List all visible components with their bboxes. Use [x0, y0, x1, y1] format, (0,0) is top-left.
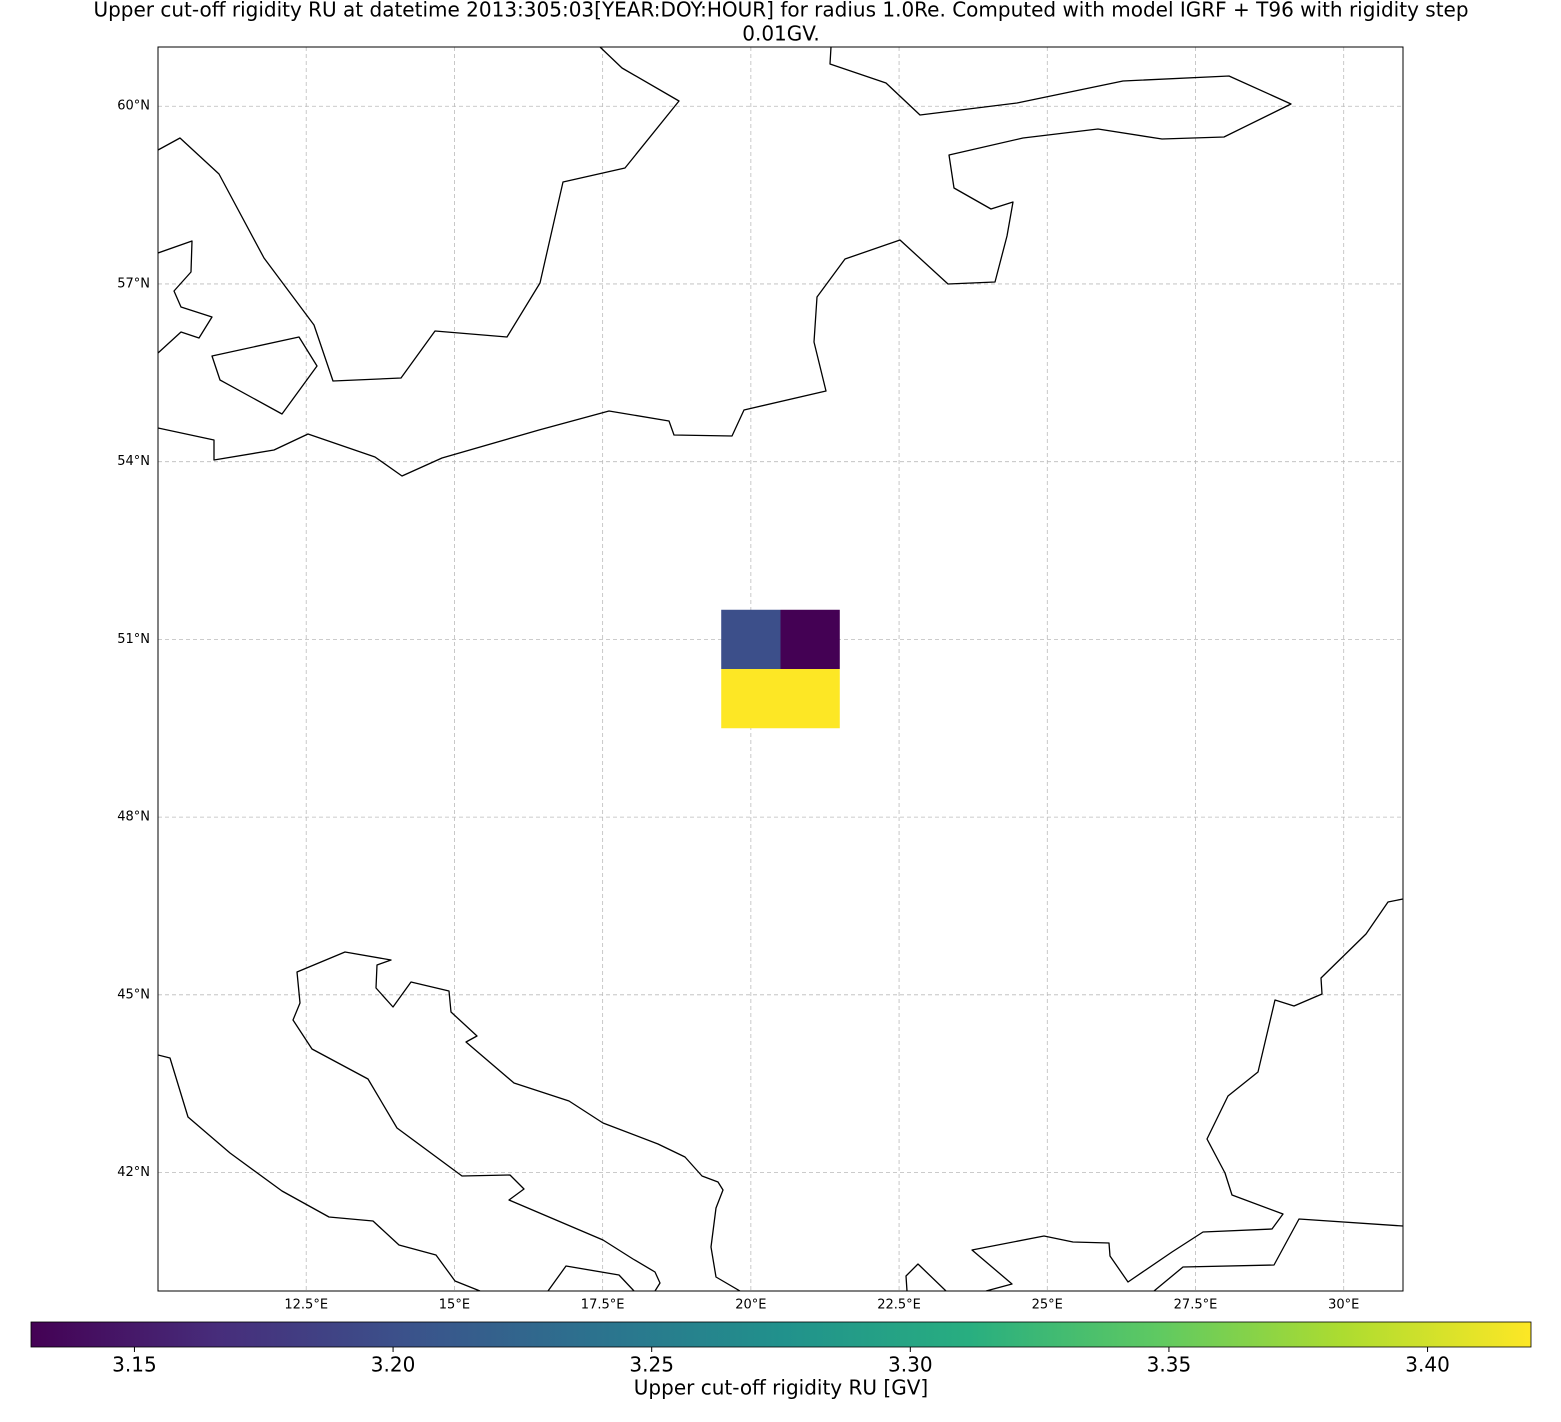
coastline [158, 47, 1292, 477]
colorbar-tick-label: 3.15 [112, 1353, 157, 1377]
labels: Upper cut-off rigidity RU at datetime 20… [30, 0, 1532, 1400]
coastline [905, 1263, 947, 1291]
heatmap [721, 609, 840, 729]
colorbar-tick-label: 3.20 [371, 1353, 416, 1377]
y-tick-label: 57°N [117, 276, 150, 291]
plot-frame [157, 46, 1404, 1292]
coastline [158, 1054, 481, 1291]
x-tick-label: 20°E [735, 1298, 766, 1313]
x-tick-label: 25°E [1032, 1298, 1063, 1313]
x-tick-label: 12.5°E [284, 1298, 328, 1313]
colorbar-tick-label: 3.40 [1405, 1353, 1450, 1377]
colorbar-tick-label: 3.25 [629, 1353, 674, 1377]
y-tick-label: 42°N [117, 1165, 150, 1180]
coastline [971, 898, 1403, 1291]
heatmap-cell [721, 669, 781, 729]
coastlines [158, 47, 1403, 1291]
heatmap-cell [721, 609, 781, 669]
x-tick-label: 30°E [1328, 1298, 1359, 1313]
x-tick-label: 15°E [439, 1298, 470, 1313]
colorbar [30, 1321, 1532, 1348]
x-tick-label: 22.5°E [877, 1298, 921, 1313]
chart-title: Upper cut-off rigidity RU at datetime 20… [93, 0, 1468, 22]
y-tick-label: 48°N [117, 810, 150, 825]
coastline [211, 336, 318, 415]
coastline [1153, 1218, 1403, 1291]
y-tick-label: 60°N [117, 99, 150, 114]
heatmap-cell [780, 609, 840, 669]
x-tick-label: 27.5°E [1174, 1298, 1218, 1313]
heatmap-cell [780, 669, 840, 729]
coastline [158, 47, 680, 382]
y-tick-label: 54°N [117, 454, 150, 469]
colorbar-tick-label: 3.35 [1147, 1353, 1192, 1377]
coastline [292, 951, 741, 1291]
coastline [158, 240, 213, 354]
y-tick-label: 45°N [117, 987, 150, 1002]
coastline [547, 1265, 635, 1291]
colorbar-label: Upper cut-off rigidity RU [GV] [634, 1376, 928, 1400]
grid [158, 47, 1403, 1291]
y-tick-label: 51°N [117, 632, 150, 647]
colorbar-tick-label: 3.30 [888, 1353, 933, 1377]
chart-title: 0.01GV. [742, 22, 820, 46]
x-tick-label: 17.5°E [581, 1298, 625, 1313]
